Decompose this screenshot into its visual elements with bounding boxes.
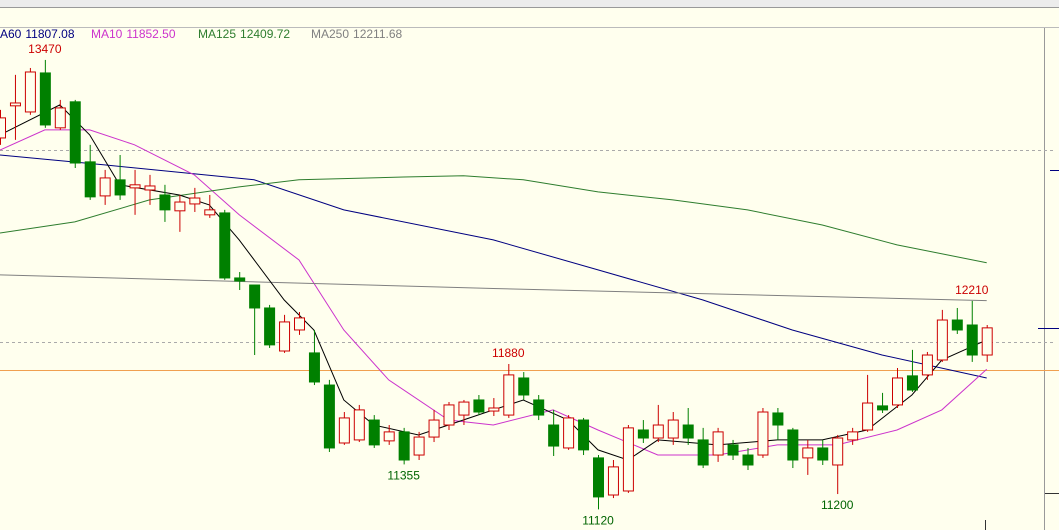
- candle-body: [144, 185, 156, 191]
- candle-body: [458, 401, 470, 416]
- legend-name: MA10: [91, 27, 123, 41]
- ma-line: [0, 274, 987, 302]
- candle-body: [249, 284, 261, 309]
- legend-value: 12211.68: [353, 27, 402, 41]
- candle-body: [518, 377, 530, 396]
- legend-value: 12409.72: [240, 27, 290, 41]
- candle-body: [951, 319, 963, 331]
- candle-body: [428, 419, 440, 438]
- candle-body: [69, 101, 81, 164]
- candle-body: [802, 447, 814, 459]
- candle-body: [787, 429, 799, 461]
- candle-body: [9, 102, 21, 107]
- candle-body: [862, 402, 874, 431]
- candles: [0, 59, 993, 510]
- candle-body: [936, 319, 948, 361]
- ma-line: [0, 129, 988, 456]
- candle-body: [503, 374, 515, 416]
- candle-body: [24, 71, 36, 113]
- candle-body: [652, 424, 664, 439]
- candle-body: [264, 307, 276, 346]
- candle-body: [533, 399, 545, 416]
- candle-body: [757, 411, 769, 456]
- candle-body: [921, 354, 933, 376]
- legend-value: 11807.08: [25, 27, 74, 41]
- candle-body: [308, 352, 320, 383]
- candle-body: [129, 184, 141, 189]
- candle-body: [189, 197, 201, 205]
- legend-name: MA250: [311, 27, 349, 41]
- candle-body: [578, 419, 590, 451]
- candle-body: [667, 419, 679, 439]
- candle-body: [892, 377, 903, 406]
- top-bar: [0, 0, 1059, 7]
- candle-body: [817, 447, 829, 461]
- candle-body: [772, 412, 784, 426]
- candle-body: [877, 405, 889, 411]
- candle-body: [832, 437, 844, 466]
- candle-body: [593, 457, 604, 498]
- candle-body: [398, 431, 410, 461]
- ma-line: [0, 104, 987, 461]
- candle-body: [966, 324, 978, 356]
- candle-body: [294, 317, 305, 331]
- candle-body: [697, 439, 709, 466]
- candle-body: [742, 454, 754, 466]
- candle-body: [84, 161, 96, 198]
- ma-line: [0, 154, 987, 379]
- candle-body: [847, 431, 859, 441]
- candle-body: [682, 424, 694, 439]
- candle-body: [563, 417, 575, 449]
- low-label: 11355: [387, 469, 420, 483]
- candle-body: [39, 72, 51, 126]
- low-label: 11120: [582, 514, 614, 528]
- legend-entry: MA250 12211.68: [311, 27, 403, 41]
- candle-body: [99, 177, 111, 197]
- candle-body: [637, 429, 649, 439]
- legend-entry: MA10 11852.50: [91, 27, 176, 41]
- candle-body: [368, 419, 380, 446]
- legend-entry: MA125 12409.72: [198, 27, 290, 41]
- candle-body: [727, 444, 739, 456]
- candle-body: [383, 431, 395, 442]
- candle-body: [488, 407, 500, 412]
- labels: 13470 11880 12210 11355 11120 11200 MA6011807.…: [0, 27, 989, 527]
- candle-body: [174, 201, 186, 212]
- candle-body: [548, 424, 560, 447]
- candle-body: [906, 375, 918, 391]
- candle-body: [413, 436, 425, 456]
- candle-body: [114, 179, 126, 196]
- legend-entry: MA6011807.08: [0, 27, 75, 41]
- candle-body: [54, 107, 66, 129]
- low-label: 11200: [821, 498, 854, 512]
- candle-body: [0, 117, 6, 139]
- candle-body: [219, 212, 231, 279]
- candle-body: [159, 194, 171, 211]
- candle-body: [443, 404, 455, 426]
- legend-name: MA125: [198, 27, 236, 41]
- legend-value: 11852.50: [126, 27, 175, 41]
- high-label: 11880: [492, 346, 525, 360]
- high-label: 13470: [28, 42, 62, 56]
- candle-body: [353, 409, 365, 441]
- candle-body: [279, 321, 291, 352]
- high-label: 12210: [955, 283, 989, 297]
- candle-body: [981, 327, 993, 356]
- candle-body: [607, 466, 619, 496]
- candle-body: [338, 417, 350, 444]
- candle-body: [234, 277, 246, 282]
- candle-body: [712, 431, 724, 456]
- candle-body: [204, 209, 216, 216]
- candle-body: [323, 384, 335, 449]
- candle-body: [473, 399, 485, 413]
- candle-body: [622, 427, 634, 492]
- legend-name: MA60: [0, 27, 22, 41]
- ma-lines: [0, 104, 988, 461]
